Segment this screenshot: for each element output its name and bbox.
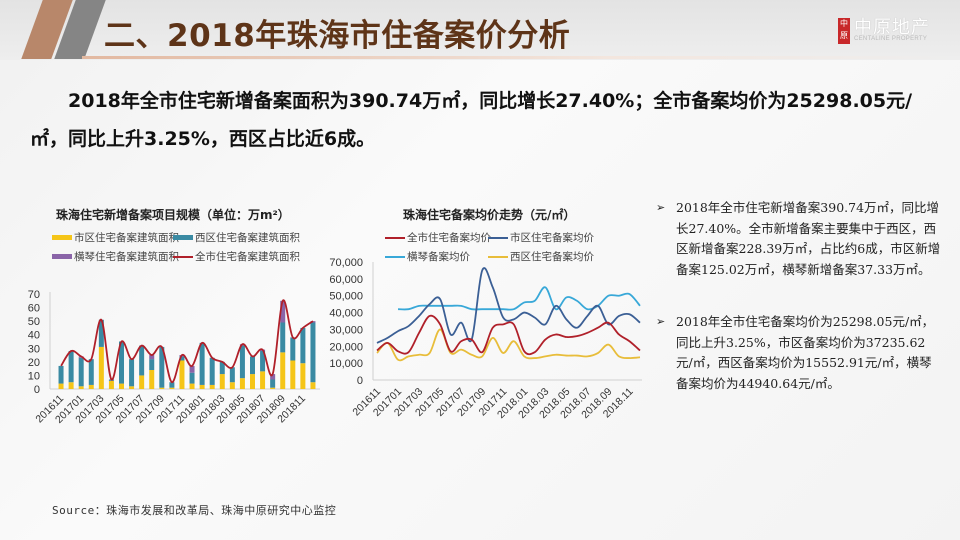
svg-text:0: 0: [34, 384, 40, 396]
bullet-price: ➢ 2018年全市住宅备案均价为25298.05元/㎡，同比上升3.25%，市区…: [656, 312, 941, 394]
legend-swatch-yellow-icon: [52, 235, 72, 240]
svg-text:30: 30: [28, 343, 40, 355]
svg-text:40: 40: [28, 330, 40, 342]
legend-swatch-navy-line-icon: [488, 236, 508, 239]
logo-en-text: CENTALINE PROPERTY: [854, 36, 928, 42]
source-note: Source：珠海市发展和改革局、珠海中原研究中心监控: [52, 504, 337, 517]
legend-swatch-purple-icon: [52, 254, 72, 259]
svg-text:10,000: 10,000: [329, 358, 363, 370]
legend-label: 全市住宅备案建筑面积: [195, 251, 300, 263]
legend-item-price-total: 全市住宅备案均价: [385, 230, 491, 245]
legend-swatch-red-line-icon: [173, 255, 193, 258]
legend-item-total-area: 全市住宅备案建筑面积: [173, 249, 300, 264]
legend-swatch-red-line-icon: [385, 236, 405, 239]
legend-item-west-area: 西区住宅备案建筑面积: [173, 230, 300, 245]
slide-header: 二、2018年珠海市住备案价分析 中原 中原地产 CENTALINE PROPE…: [0, 0, 960, 60]
legend-item-price-hengqin: 横琴备案均价: [385, 249, 470, 264]
svg-text:30,000: 30,000: [329, 324, 363, 336]
line-chart: 0 10,000 20,000 30,000 40,000 50,000 60,000 70,…: [329, 257, 642, 421]
svg-text:50: 50: [28, 316, 40, 328]
legend-swatch-gold-line-icon: [488, 255, 508, 258]
bar-chart-title: 珠海住宅新增备案项目规模（单位：万m²）: [56, 208, 290, 222]
legend-swatch-teal-icon: [173, 235, 193, 240]
svg-text:60: 60: [28, 303, 40, 315]
legend-item-city-area: 市区住宅备案建筑面积: [52, 230, 179, 245]
svg-text:0: 0: [357, 375, 363, 387]
legend-label: 市区住宅备案均价: [510, 232, 594, 244]
logo-mark-icon: 中原: [838, 18, 850, 44]
bar-chart-legend: 市区住宅备案建筑面积 西区住宅备案建筑面积 横琴住宅备案建筑面积 全市住宅备案建…: [52, 230, 332, 270]
legend-label: 横琴住宅备案建筑面积: [74, 251, 179, 263]
svg-text:10: 10: [28, 370, 40, 382]
svg-text:70,000: 70,000: [329, 257, 363, 269]
svg-text:20: 20: [28, 357, 40, 369]
bullet-arrow-icon: ➢: [656, 315, 666, 328]
line-chart-title: 珠海住宅备案均价走势（元/㎡）: [403, 208, 576, 222]
legend-label: 全市住宅备案均价: [407, 232, 491, 244]
page-title: 二、2018年珠海市住备案价分析: [104, 18, 571, 54]
legend-item-hengqin-area: 横琴住宅备案建筑面积: [52, 249, 179, 264]
bullet-arrow-icon: ➢: [656, 201, 666, 214]
legend-item-price-city: 市区住宅备案均价: [488, 230, 594, 245]
svg-text:20,000: 20,000: [329, 341, 363, 353]
legend-item-price-west: 西区住宅备案均价: [488, 249, 594, 264]
header-underline: [82, 56, 960, 59]
legend-label: 横琴备案均价: [407, 251, 470, 263]
legend-label: 西区住宅备案建筑面积: [195, 232, 300, 244]
svg-text:60,000: 60,000: [329, 274, 363, 286]
legend-label: 西区住宅备案均价: [510, 251, 594, 263]
line-chart-legend: 全市住宅备案均价 市区住宅备案均价 横琴备案均价 西区住宅备案均价: [385, 230, 645, 270]
legend-label: 市区住宅备案建筑面积: [74, 232, 179, 244]
analysis-bullets: ➢ 2018年全市住宅新增备案390.74万㎡，同比增长27.40%。全市新增备…: [656, 198, 941, 426]
svg-text:40,000: 40,000: [329, 308, 363, 320]
bullet-text: 2018年全市住宅备案均价为25298.05元/㎡，同比上升3.25%，市区备案…: [676, 314, 935, 391]
svg-text:70: 70: [28, 289, 40, 301]
company-logo: 中原 中原地产 CENTALINE PROPERTY: [838, 18, 930, 44]
bullet-text: 2018年全市住宅新增备案390.74万㎡，同比增长27.40%。全市新增备案主…: [676, 200, 941, 277]
bar-chart: 0102030405060702016112017012017032017052…: [28, 289, 320, 426]
legend-swatch-lightblue-line-icon: [385, 255, 405, 258]
logo-cn-text: 中原地产: [854, 17, 930, 37]
bullet-area: ➢ 2018年全市住宅新增备案390.74万㎡，同比增长27.40%。全市新增备…: [656, 198, 941, 280]
summary-text: 2018年全市住宅新增备案面积为390.74万㎡，同比增长27.40%；全市备案…: [30, 90, 913, 150]
svg-text:50,000: 50,000: [329, 291, 363, 303]
